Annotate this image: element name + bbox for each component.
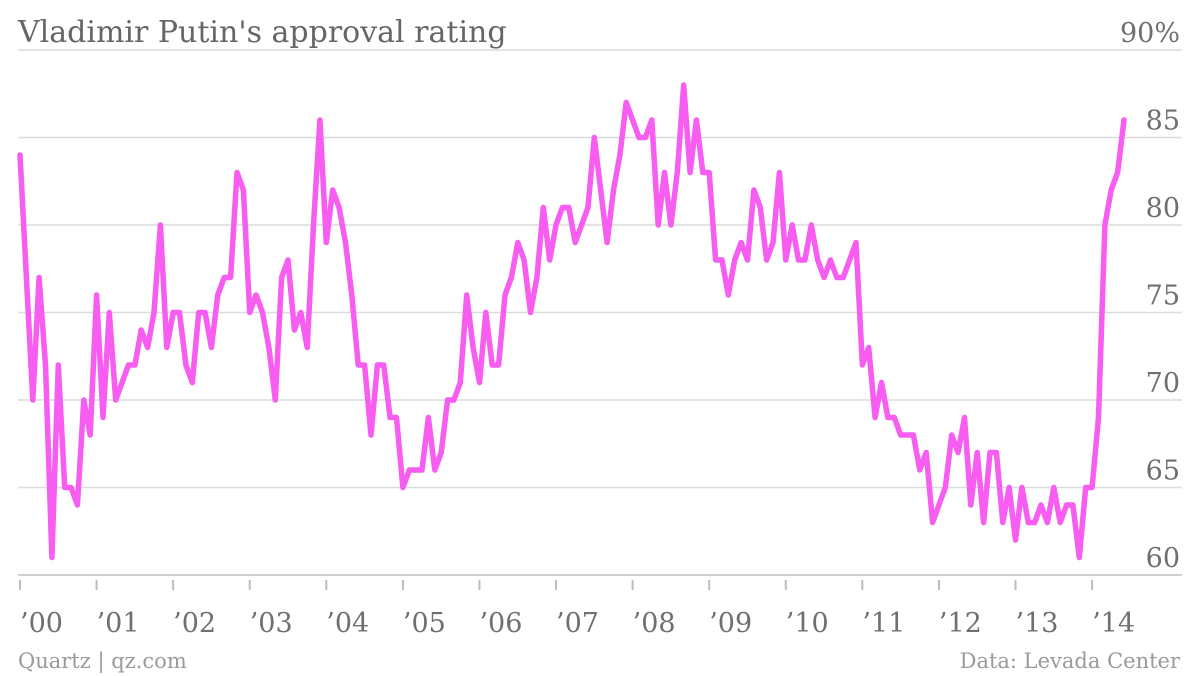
x-tick-label-2007: ’07 — [556, 608, 599, 639]
x-tick-label-2008: ’08 — [633, 608, 676, 639]
x-tick-label-2012: ’12 — [939, 608, 982, 639]
footer-source-right: Data: Levada Center — [960, 649, 1181, 673]
y-tick-label-60: 60 — [1146, 543, 1180, 574]
y-tick-label-85: 85 — [1146, 106, 1180, 137]
gridlines — [18, 49, 1182, 576]
y-axis-ticks: 90% 85 80 75 70 65 60 — [1120, 18, 1180, 574]
y-tick-label-80: 80 — [1146, 193, 1180, 224]
x-tick-label-2001: ’01 — [97, 608, 140, 639]
x-tick-label-2005: ’05 — [403, 608, 446, 639]
series-layer — [17, 82, 1127, 561]
footer-source-left: Quartz | qz.com — [18, 649, 187, 674]
x-tick-label-2002: ’02 — [173, 608, 216, 639]
x-tick-label-2010: ’10 — [786, 608, 829, 639]
x-axis: ’00 ’01 ’02 ’03 ’04 ’05 ’06 ’07 ’08 ’09 ’10 ’11 ’12 ’… — [19, 580, 1135, 639]
y-tick-label-90: 90% — [1120, 18, 1180, 49]
x-tick-label-2004: ’04 — [326, 608, 369, 639]
x-tick-label-2011: ’11 — [862, 608, 905, 639]
chart-title: Vladimir Putin's approval rating — [17, 15, 507, 50]
x-tick-label-2014: ’14 — [1092, 608, 1135, 639]
y-tick-label-75: 75 — [1146, 281, 1180, 312]
y-tick-label-70: 70 — [1146, 368, 1180, 399]
x-tick-label-2013: ’13 — [1016, 608, 1059, 639]
x-tick-label-2000: ’00 — [20, 608, 63, 639]
approval-series-line — [17, 82, 1127, 561]
x-tick-label-2003: ’03 — [250, 608, 293, 639]
y-tick-label-65: 65 — [1146, 456, 1180, 487]
x-tick-label-2009: ’09 — [709, 608, 752, 639]
x-tick-label-2006: ’06 — [479, 608, 522, 639]
